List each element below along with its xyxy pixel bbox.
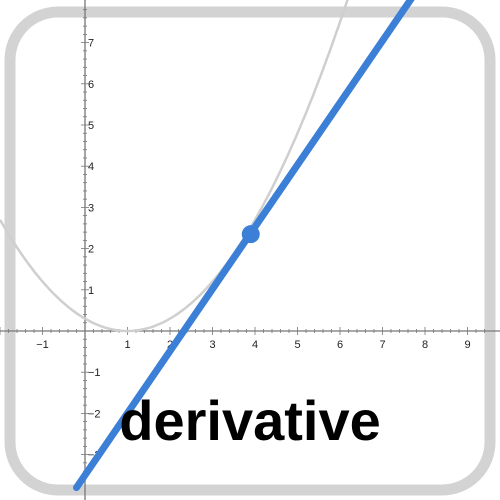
tangent-line [73,0,415,492]
x-tick-label: 6 [337,339,343,351]
y-tick-label: 1 [88,285,94,297]
y-tick-label: 7 [88,38,94,50]
y-tick-label: −2 [88,408,101,420]
x-tick-label: −1 [36,339,49,351]
x-tick-label: 7 [379,339,385,351]
y-tick-label: 2 [88,244,94,256]
x-tick-label: 4 [252,339,258,351]
x-tick-label: 5 [294,339,300,351]
tangent-point [241,225,260,244]
y-tick-label: 5 [88,120,94,132]
y-tick-label: 4 [88,161,94,173]
x-tick-label: 9 [464,339,470,351]
y-tick-label: 3 [88,202,94,214]
x-tick-label: 1 [124,339,130,351]
x-tick-label: 8 [422,339,428,351]
function-curve [0,0,349,333]
y-tick-label: 6 [88,79,94,91]
y-tick-label: −1 [88,367,101,379]
derivative-caption: derivative [119,389,381,452]
icon-frame [4,6,496,496]
x-tick-label: 3 [209,339,215,351]
